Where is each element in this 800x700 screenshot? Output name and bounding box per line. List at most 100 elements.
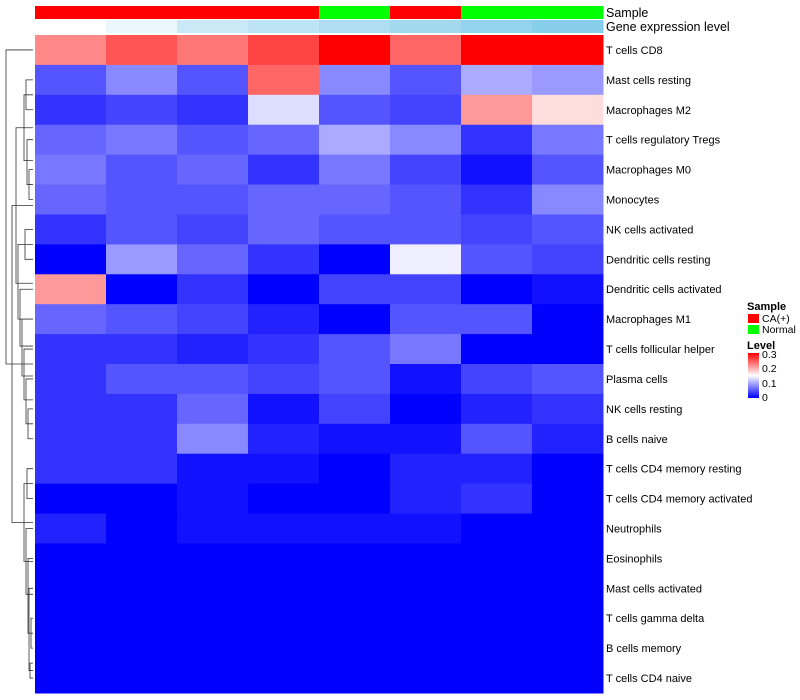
heatmap-cell <box>390 364 462 395</box>
heatmap-cell <box>177 124 249 156</box>
heatmap-cell <box>532 483 604 515</box>
legend-tick-3: 0 <box>762 392 768 404</box>
heatmap-cell <box>532 513 604 544</box>
heatmap-cell <box>532 124 604 156</box>
row-label: Monocytes <box>606 195 660 207</box>
heatmap-cell <box>532 244 604 275</box>
heatmap-cell <box>319 483 391 515</box>
gene-anno-cell <box>248 20 320 33</box>
heatmap-cell <box>390 543 462 574</box>
heatmap-cell <box>461 214 533 245</box>
heatmap-cell <box>461 573 533 604</box>
heatmap-cell <box>35 35 107 66</box>
legend-label-ca: CA(+) <box>762 313 790 325</box>
heatmap-cell <box>461 543 533 574</box>
heatmap-cell <box>106 214 178 245</box>
legend-level-colorbar <box>748 353 759 398</box>
heatmap-cell <box>532 603 604 634</box>
heatmap-cell <box>106 244 178 275</box>
heatmap-cell <box>35 304 107 335</box>
row-dendrogram <box>5 49 33 679</box>
sample-anno-cell <box>390 6 462 19</box>
heatmap-cell <box>319 423 391 455</box>
heatmap-cell <box>461 364 533 395</box>
dendrogram-branch <box>5 49 33 365</box>
heatmap-cell <box>532 334 604 365</box>
row-label: Dendritic cells activated <box>606 284 722 296</box>
heatmap-cell <box>319 513 391 544</box>
heatmap-cell <box>177 35 249 66</box>
heatmap-cell <box>461 244 533 275</box>
heatmap-cell <box>106 364 178 395</box>
heatmap-cell <box>390 393 462 425</box>
heatmap-cell <box>248 304 320 335</box>
heatmap-cell <box>35 633 107 664</box>
heatmap-cell <box>248 453 320 485</box>
heatmap-cell <box>106 304 178 335</box>
heatmap-cell <box>177 513 249 544</box>
row-label: T cells CD4 naive <box>606 673 692 685</box>
dendrogram-branch <box>26 139 33 185</box>
heatmap-cell <box>35 543 107 574</box>
heatmap-cell <box>106 453 178 485</box>
heatmap-cell <box>35 573 107 604</box>
heatmap-cell <box>390 214 462 245</box>
heatmap-cell <box>390 633 462 664</box>
heatmap-cell <box>35 453 107 485</box>
sample-anno-cell <box>106 6 178 19</box>
row-label: T cells regulatory Tregs <box>606 135 721 147</box>
row-label: B cells memory <box>606 643 682 655</box>
heatmap-cell <box>390 423 462 455</box>
heatmap-cell <box>106 274 178 305</box>
row-label: Eosinophils <box>606 553 663 565</box>
heatmap-cell <box>319 543 391 574</box>
heatmap-cell <box>248 214 320 245</box>
heatmap-cell <box>319 214 391 245</box>
heatmap-cell <box>106 483 178 515</box>
heatmap-cell <box>319 304 391 335</box>
legend-tick-1: 0.2 <box>762 363 777 375</box>
heatmap-cell <box>35 184 107 215</box>
row-label: B cells naive <box>606 434 668 446</box>
heatmap-cell <box>461 154 533 186</box>
heatmap-cell <box>248 633 320 664</box>
sample-anno-cell <box>461 6 533 19</box>
heatmap-cell <box>532 274 604 305</box>
heatmap-cell <box>248 573 320 604</box>
heatmap-cell <box>248 94 320 126</box>
heatmap-cell <box>319 364 391 395</box>
heatmap-cell <box>177 244 249 275</box>
row-label: Macrophages M0 <box>606 165 691 177</box>
heatmap-cell <box>35 274 107 305</box>
heatmap-cell <box>177 633 249 664</box>
heatmap-cell <box>106 64 178 96</box>
heatmap-cell <box>319 244 391 275</box>
heatmap-cell <box>319 124 391 156</box>
heatmap-cell <box>319 154 391 186</box>
heatmap-cell <box>106 393 178 425</box>
heatmap-cell <box>461 35 533 66</box>
heatmap-cell <box>319 184 391 215</box>
heatmap-cell <box>177 483 249 515</box>
heatmap-cell <box>461 483 533 515</box>
heatmap-cell <box>106 35 178 66</box>
heatmap-cell <box>106 513 178 544</box>
heatmap-cell <box>248 64 320 96</box>
heatmap-cell <box>532 663 604 694</box>
heatmap-cell <box>461 124 533 156</box>
heatmap-cell <box>390 244 462 275</box>
heatmap-cell <box>390 154 462 186</box>
heatmap-cell <box>106 633 178 664</box>
heatmap-cell <box>177 423 249 455</box>
heatmap-cell <box>461 453 533 485</box>
heatmap-cell <box>390 513 462 544</box>
heatmap-cell <box>319 573 391 604</box>
gene-anno-cell <box>390 20 462 33</box>
heatmap-cell <box>35 124 107 156</box>
heatmap-cell <box>390 483 462 515</box>
sample-anno-cell <box>177 6 249 19</box>
heatmap-cell <box>248 543 320 574</box>
heatmap-cell <box>106 334 178 365</box>
row-label: T cells CD8 <box>606 45 663 57</box>
heatmap-cell <box>390 334 462 365</box>
